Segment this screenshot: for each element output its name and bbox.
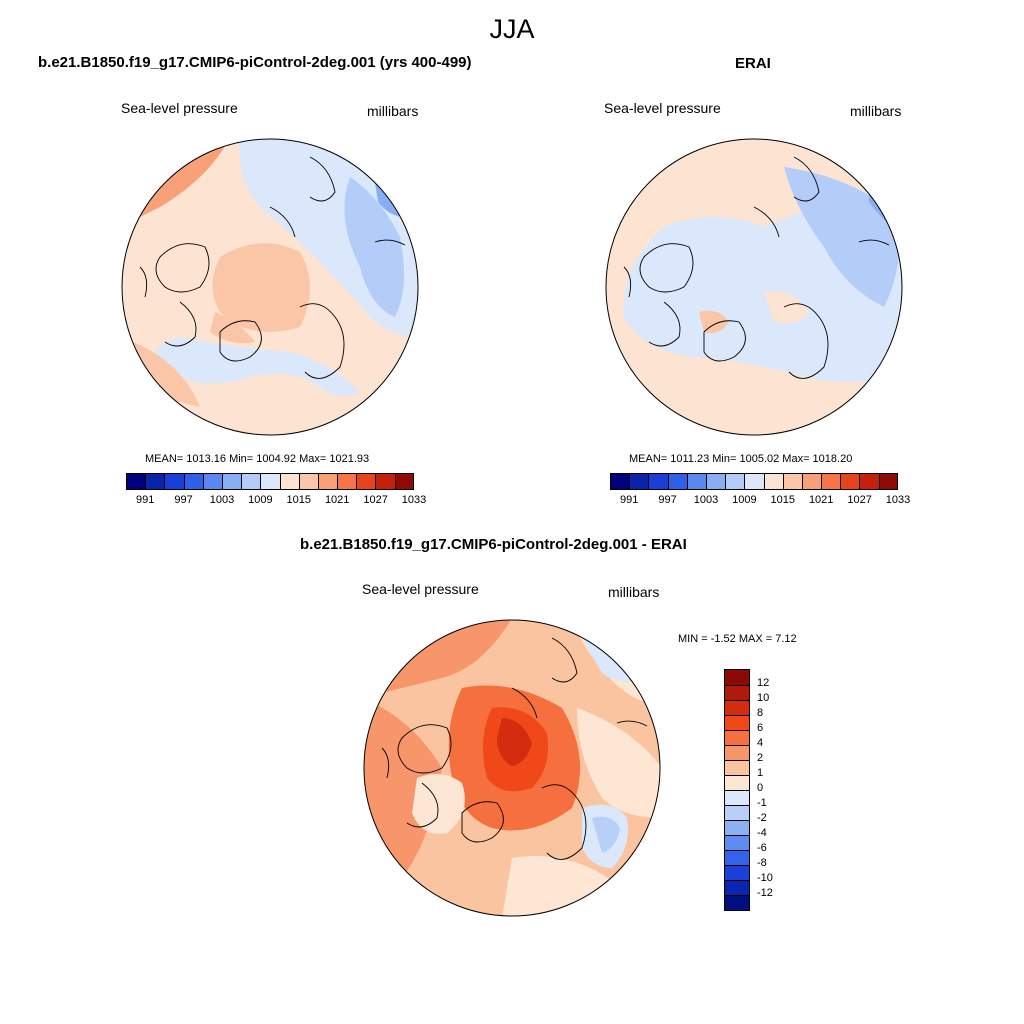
colorbar-swatch [629,473,649,490]
colorbar-tick-label: -12 [757,887,773,899]
colorbar-swatch [821,473,841,490]
colorbar-swatch [725,715,749,730]
panel2-stats: MEAN= 1011.23 Min= 1005.02 Max= 1018.20 [629,453,853,465]
panel1-title: b.e21.B1850.f19_g17.CMIP6-piControl-2deg… [38,54,472,71]
colorbar-swatch [610,473,630,490]
colorbar-tick-label: 8 [757,707,764,719]
colorbar-tick-label: 991 [620,494,639,506]
colorbar-swatch [725,745,749,760]
colorbar-swatch [840,473,860,490]
colorbar-tick-label: -6 [757,842,767,854]
colorbar-tick-label: 10 [757,692,770,704]
panel3-units-label: millibars [608,584,660,600]
colorbar-tick-label: 1009 [732,494,757,506]
panel1-field-label: Sea-level pressure [121,100,238,116]
colorbar-swatch [725,775,749,790]
colorbar-tick-label: 6 [757,722,764,734]
panel3-polar-map [363,619,661,917]
colorbar-swatch [260,473,280,490]
colorbar-swatch [164,473,184,490]
colorbar-swatch [648,473,668,490]
colorbar-tick-label: 1033 [401,494,427,506]
colorbar-tick-label: 1027 [363,494,388,506]
panel1-colorbar [126,473,414,490]
colorbar-tick-label: 0 [757,782,764,794]
colorbar-tick-label: 12 [757,677,770,689]
colorbar-swatch [705,473,726,490]
colorbar-tick-label: 997 [658,494,677,506]
colorbar-swatch [317,473,338,490]
panel3-field-label: Sea-level pressure [362,581,479,597]
colorbar-swatch [183,473,203,490]
colorbar-swatch [725,760,749,775]
colorbar-swatch [801,473,822,490]
colorbar-swatch [356,473,376,490]
panel2-title: ERAI [735,55,771,72]
colorbar-tick-label: 1015 [286,494,312,506]
colorbar-swatch [878,473,898,490]
colorbar-tick-label: 4 [757,737,764,749]
panel3-stats: MIN = -1.52 MAX = 7.12 [678,633,797,645]
panel1-units-label: millibars [367,103,419,119]
colorbar-tick-label: 1009 [248,494,273,506]
colorbar-swatch [859,473,879,490]
colorbar-swatch [725,880,749,895]
colorbar-tick-label: -4 [757,827,767,839]
colorbar-tick-label: 1021 [808,494,834,506]
colorbar-swatch [394,473,414,490]
colorbar-swatch [126,473,146,490]
colorbar-swatch [725,805,749,820]
colorbar-swatch [202,473,222,490]
colorbar-swatch [279,473,299,490]
colorbar-swatch [298,473,318,490]
colorbar-swatch [782,473,802,490]
colorbar-tick-label: 1015 [770,494,796,506]
panel3-title: b.e21.B1850.f19_g17.CMIP6-piControl-2deg… [300,536,687,553]
colorbar-swatch [686,473,706,490]
panel2-field-label: Sea-level pressure [604,100,721,116]
colorbar-swatch [725,730,749,745]
colorbar-tick-label: -10 [757,872,773,884]
colorbar-swatch [725,700,749,715]
colorbar-tick-label: 2 [757,752,764,764]
colorbar-tick-label: -1 [757,797,767,809]
colorbar-swatch [145,473,165,490]
panel2-units-label: millibars [850,103,902,119]
colorbar-swatch [725,473,745,490]
colorbar-tick-label: 1033 [885,494,911,506]
colorbar-swatch [744,473,764,490]
colorbar-tick-label: -2 [757,812,767,824]
colorbar-swatch [667,473,687,490]
colorbar-tick-label: 1027 [847,494,872,506]
panel2-colorbar [610,473,898,490]
panel2-polar-map [605,138,903,436]
colorbar-tick-label: 1021 [324,494,350,506]
colorbar-swatch [725,835,749,850]
colorbar-swatch [725,865,749,880]
colorbar-swatch [725,790,749,805]
panel3-colorbar [724,669,750,911]
colorbar-swatch [725,685,749,700]
colorbar-swatch [725,670,749,685]
colorbar-tick-label: 997 [174,494,193,506]
colorbar-swatch [725,895,749,910]
colorbar-swatch [725,850,749,865]
colorbar-swatch [725,820,749,835]
colorbar-swatch [763,473,783,490]
panel1-polar-map [121,138,419,436]
colorbar-swatch [337,473,357,490]
colorbar-swatch [241,473,261,490]
colorbar-tick-label: 991 [136,494,155,506]
colorbar-tick-label: 1 [757,767,764,779]
colorbar-tick-label: -8 [757,857,767,869]
panel1-stats: MEAN= 1013.16 Min= 1004.92 Max= 1021.93 [145,453,370,465]
colorbar-swatch [221,473,242,490]
figure-title: JJA [489,14,535,44]
colorbar-tick-label: 1003 [209,494,235,506]
colorbar-swatch [375,473,395,490]
colorbar-tick-label: 1003 [693,494,719,506]
